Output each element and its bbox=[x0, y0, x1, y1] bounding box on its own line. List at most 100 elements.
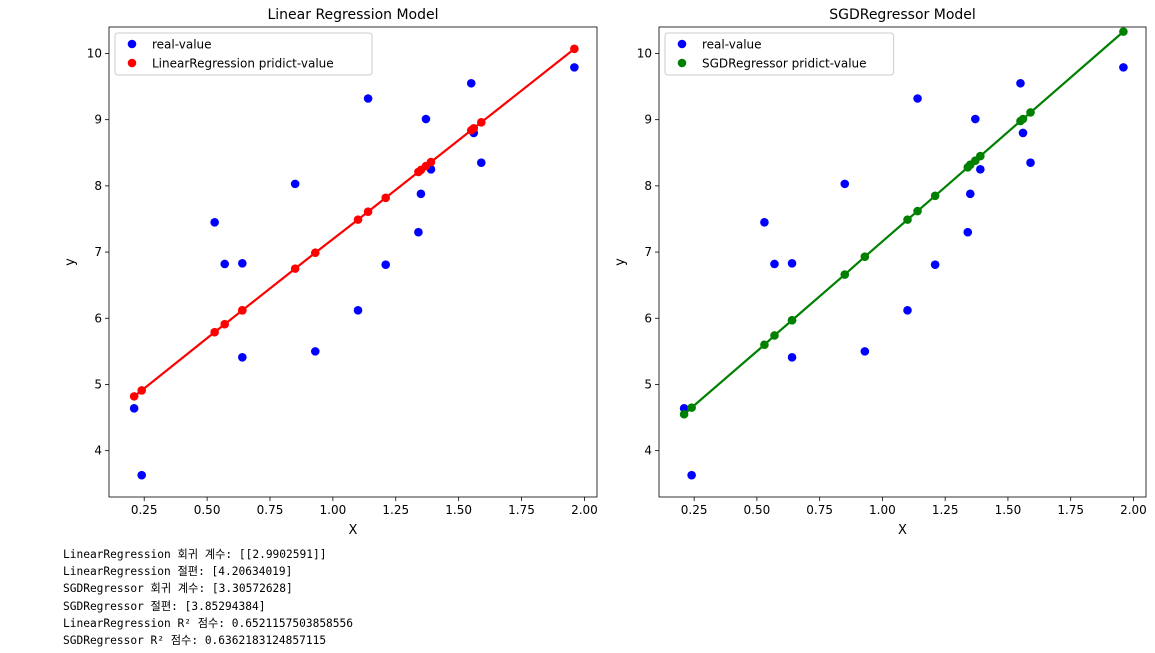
predicted-point bbox=[903, 215, 912, 224]
real-point bbox=[963, 227, 973, 237]
real-point bbox=[860, 347, 870, 356]
y-axis-label: y bbox=[63, 258, 78, 266]
x-tick-label: 0.75 bbox=[257, 503, 284, 517]
output-line-lr-r2: LinearRegression R² 점수: 0.65211575038585… bbox=[63, 616, 354, 630]
real-point bbox=[787, 259, 797, 268]
predicted-point bbox=[129, 392, 139, 401]
real-point bbox=[381, 260, 391, 269]
series-2 bbox=[129, 44, 579, 401]
x-tick-label: 2.00 bbox=[571, 503, 598, 517]
x-axis-label: X bbox=[349, 523, 358, 538]
real-point bbox=[137, 470, 147, 480]
series-1 bbox=[679, 63, 1128, 480]
predicted-point bbox=[570, 44, 579, 54]
real-point bbox=[903, 306, 912, 315]
real-point bbox=[421, 114, 431, 124]
predicted-point bbox=[310, 248, 320, 258]
y-tick-label: 7 bbox=[94, 245, 102, 259]
legend-label: SGDRegressor pridict-value bbox=[702, 57, 867, 71]
x-tick-label: 1.25 bbox=[382, 503, 409, 517]
predicted-point bbox=[476, 118, 486, 127]
real-point bbox=[760, 217, 769, 227]
real-point bbox=[1026, 158, 1035, 168]
output-line-sgd-r2: SGDRegressor R² 점수: 0.6362183124857115 bbox=[63, 633, 327, 647]
x-tick-label: 1.75 bbox=[1057, 503, 1084, 517]
plot-frame bbox=[658, 26, 1147, 498]
real-point bbox=[687, 470, 696, 480]
real-point bbox=[290, 179, 300, 189]
real-point bbox=[210, 217, 219, 227]
legend-marker bbox=[127, 58, 137, 68]
real-point bbox=[363, 94, 373, 103]
x-tick-label: 1.25 bbox=[932, 503, 959, 517]
real-point bbox=[1018, 128, 1028, 138]
real-point bbox=[1016, 78, 1025, 88]
y-tick-label: 5 bbox=[644, 377, 652, 391]
predicted-point bbox=[1119, 27, 1128, 36]
x-tick-label: 0.50 bbox=[744, 503, 771, 517]
x-tick-label: 0.50 bbox=[194, 503, 221, 517]
predicted-point bbox=[381, 193, 391, 203]
plot-frame bbox=[108, 26, 598, 498]
legend: real-value LinearRegression pridict-value bbox=[114, 32, 373, 76]
real-point bbox=[476, 158, 486, 168]
x-tick-label: 0.25 bbox=[681, 503, 708, 517]
y-tick-label: 7 bbox=[644, 245, 652, 259]
real-point bbox=[466, 78, 476, 88]
y-tick-label: 9 bbox=[94, 113, 102, 127]
y-tick-label: 8 bbox=[94, 179, 102, 193]
y-tick-label: 10 bbox=[87, 46, 102, 60]
predicted-point bbox=[840, 270, 850, 279]
real-point bbox=[1119, 63, 1128, 72]
chart-panel-1: Linear Regression Model 0.25 0.50 0.75 1.00 1… bbox=[63, 7, 598, 538]
x-tick-label: 1.50 bbox=[995, 503, 1022, 517]
predicted-point bbox=[930, 191, 940, 201]
x-tick-label: 0.25 bbox=[131, 503, 158, 517]
y-tick-label: 8 bbox=[644, 179, 652, 193]
predicted-point bbox=[860, 252, 870, 262]
legend-marker bbox=[677, 58, 687, 68]
predicted-point bbox=[679, 409, 689, 419]
x-tick-label: 0.75 bbox=[806, 503, 833, 517]
real-point bbox=[930, 260, 940, 269]
x-tick-label: 1.75 bbox=[508, 503, 535, 517]
predicted-point bbox=[913, 206, 922, 216]
predicted-point bbox=[687, 403, 696, 412]
chart-title: SGDRegressor Model bbox=[829, 7, 976, 23]
predicted-point bbox=[469, 123, 479, 133]
legend: real-value SGDRegressor pridict-value bbox=[664, 32, 895, 76]
predicted-point bbox=[238, 306, 247, 315]
predicted-point bbox=[137, 386, 147, 395]
y-tick-label: 6 bbox=[94, 311, 102, 325]
real-point bbox=[129, 403, 139, 413]
output-line-sgd-intercept: SGDRegressor 절편: [3.85294384] bbox=[63, 599, 266, 613]
y-axis-label: y bbox=[613, 258, 628, 266]
output-line-sgd-coef: SGDRegressor 회귀 계수: [3.30572628] bbox=[63, 582, 293, 596]
real-point bbox=[414, 227, 423, 237]
x-tick-label: 1.50 bbox=[445, 503, 472, 517]
legend-box bbox=[664, 32, 895, 76]
real-point bbox=[840, 179, 850, 189]
y-tick-label: 4 bbox=[644, 444, 652, 458]
legend-label: real-value bbox=[702, 38, 762, 52]
legend-label: LinearRegression pridict-value bbox=[152, 57, 334, 71]
predicted-point bbox=[426, 157, 436, 167]
chart-panel-2: SGDRegressor Model 0.25 0.50 0.75 1.00 1.25 1.… bbox=[613, 7, 1147, 538]
predicted-point bbox=[353, 215, 363, 224]
predicted-point bbox=[210, 327, 219, 337]
x-axis-label: X bbox=[898, 523, 907, 538]
y-tick-label: 5 bbox=[94, 377, 102, 391]
legend-label: real-value bbox=[152, 38, 212, 52]
output-line-lr-intercept: LinearRegression 절편: [4.20634019] bbox=[63, 565, 293, 579]
real-point bbox=[310, 347, 320, 356]
predicted-point bbox=[770, 331, 779, 340]
real-point bbox=[770, 259, 779, 269]
legend-box bbox=[114, 32, 373, 76]
real-point bbox=[570, 63, 579, 72]
real-point bbox=[965, 189, 975, 199]
legend-marker bbox=[677, 39, 687, 49]
real-point bbox=[679, 403, 689, 413]
y-tick-label: 10 bbox=[637, 46, 652, 60]
predicted-point bbox=[1018, 114, 1028, 124]
x-tick-label: 1.00 bbox=[320, 503, 347, 517]
